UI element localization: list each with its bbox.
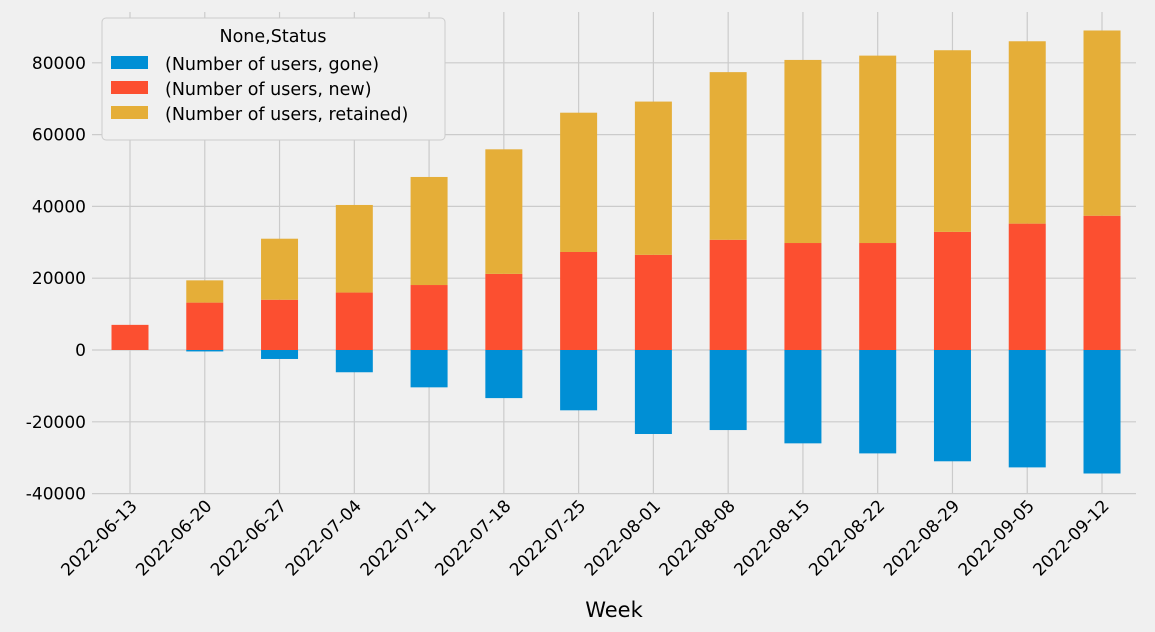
y-tick-labels: -40000 -20000 0 20000 40000 60000 80000 — [26, 54, 86, 505]
y-tick-label: 60000 — [32, 126, 86, 146]
y-tick-label: 20000 — [32, 269, 86, 289]
x-axis-title: Week — [585, 598, 643, 622]
bar-segment-retained — [1008, 41, 1046, 224]
bar-segment-retained — [634, 101, 672, 255]
bar-segment-new — [709, 239, 747, 350]
bar-segment-retained — [186, 280, 224, 303]
x-tick-label: 2022-09-05 — [955, 496, 1039, 580]
x-tick-label: 2022-07-18 — [431, 496, 515, 580]
bar-segment-new — [634, 254, 672, 350]
x-tick-label: 2022-08-08 — [656, 496, 740, 580]
bar-segment-new — [784, 243, 822, 350]
x-tick-label: 2022-07-25 — [506, 496, 590, 580]
bar-segment-gone — [1083, 350, 1121, 474]
y-tick-label: 80000 — [32, 54, 86, 74]
bar-segment-gone — [261, 350, 299, 359]
bar-segment-new — [261, 299, 299, 350]
legend-swatch — [111, 56, 148, 69]
bar-segment-retained — [335, 204, 373, 293]
legend-label: (Number of users, new) — [165, 80, 372, 100]
bar-segment-retained — [859, 55, 897, 244]
bar-segment-retained — [560, 112, 598, 252]
bar-segment-new — [859, 243, 897, 350]
bar-segment-new — [1083, 215, 1121, 350]
bar-segment-gone — [335, 350, 373, 373]
legend-title: None,Status — [220, 27, 327, 47]
bar-segment-new — [410, 285, 448, 350]
x-tick-label: 2022-07-04 — [282, 496, 366, 580]
bar-segment-gone — [784, 350, 822, 444]
bar-segment-new — [485, 273, 523, 350]
bar-segment-retained — [709, 72, 747, 240]
bar-segment-gone — [709, 350, 747, 431]
legend-items: (Number of users, gone) (Number of users,… — [111, 55, 408, 125]
legend-label: (Number of users, retained) — [165, 105, 408, 125]
x-tick-label: 2022-08-15 — [730, 496, 814, 580]
bar-segment-new — [335, 292, 373, 350]
bar-segment-retained — [485, 149, 523, 274]
y-tick-label: -20000 — [26, 413, 86, 433]
legend-swatch — [111, 81, 148, 94]
bar-segment-gone — [933, 350, 971, 462]
bar-segment-new — [186, 302, 224, 350]
x-tick-label: 2022-06-20 — [132, 496, 216, 580]
bar-segment-new — [933, 231, 971, 350]
x-tick-label: 2022-09-12 — [1030, 496, 1114, 580]
x-tick-labels: 2022-06-132022-06-202022-06-272022-07-04… — [58, 496, 1114, 580]
x-tick-label: 2022-06-13 — [58, 496, 142, 580]
y-tick-label: 40000 — [32, 197, 86, 217]
bar-segment-retained — [410, 176, 448, 286]
legend-label: (Number of users, gone) — [165, 55, 379, 75]
bar-segment-gone — [634, 350, 672, 435]
bar-segment-gone — [410, 350, 448, 388]
bar-segment-gone — [1008, 350, 1046, 468]
x-tick-label: 2022-08-01 — [581, 496, 665, 580]
bar-segment-new — [111, 324, 149, 350]
bar-segment-gone — [560, 350, 598, 411]
x-tick-label: 2022-08-29 — [880, 496, 964, 580]
bar-segment-retained — [784, 59, 822, 244]
bar-segment-retained — [261, 238, 299, 300]
legend: None,Status (Number of users, gone)(Numb… — [101, 17, 446, 141]
x-tick-label: 2022-06-27 — [207, 496, 291, 580]
y-tick-label: 0 — [75, 341, 86, 361]
bar-segment-gone — [859, 350, 897, 454]
legend-swatch — [111, 106, 148, 119]
bar-segment-gone — [186, 350, 224, 352]
bar-segment-retained — [1083, 30, 1121, 216]
bar-segment-gone — [485, 350, 523, 399]
x-tick-label: 2022-07-11 — [357, 496, 441, 580]
bars — [111, 30, 1121, 474]
bar-segment-new — [560, 251, 598, 350]
x-tick-label: 2022-08-22 — [805, 496, 889, 580]
y-tick-label: -40000 — [26, 485, 86, 505]
bar-segment-new — [1008, 223, 1046, 350]
legend-box — [101, 17, 446, 141]
bar-segment-retained — [933, 50, 971, 232]
